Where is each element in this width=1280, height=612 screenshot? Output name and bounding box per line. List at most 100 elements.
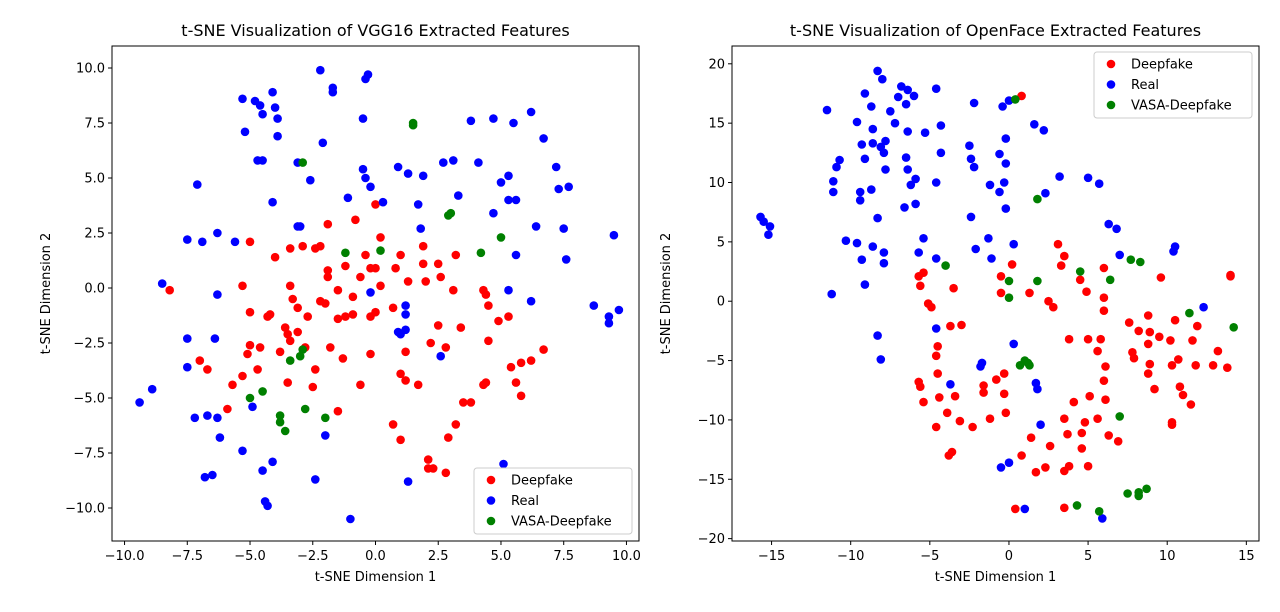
legend: Deepfake Real VASA-Deepfake <box>1093 51 1253 119</box>
points <box>756 66 1238 523</box>
data-point <box>240 127 250 137</box>
data-point <box>931 254 941 263</box>
data-point <box>919 268 928 278</box>
data-point <box>356 272 365 282</box>
data-point <box>223 404 232 414</box>
legend-box <box>1093 51 1253 119</box>
data-point <box>996 272 1006 281</box>
data-point <box>1077 428 1087 438</box>
data-point <box>1126 255 1136 264</box>
data-point <box>418 241 428 251</box>
data-point <box>873 66 882 76</box>
data-point <box>1083 173 1093 183</box>
data-point <box>208 470 217 480</box>
y-tick-label: −15 <box>698 473 725 488</box>
data-point <box>1026 433 1036 443</box>
data-point <box>1101 362 1110 371</box>
data-point <box>238 281 247 291</box>
data-point <box>418 259 428 269</box>
legend-label: Deepfake <box>1131 58 1193 73</box>
data-point <box>1123 489 1132 498</box>
data-point <box>494 316 503 326</box>
data-point <box>165 285 174 295</box>
data-point <box>1223 363 1232 373</box>
x-tick-label: 15 <box>1238 549 1255 564</box>
data-point <box>1063 429 1072 439</box>
data-point <box>263 501 272 511</box>
data-point <box>403 477 413 486</box>
data-point <box>879 248 889 257</box>
series-vasa-deepfake <box>941 95 1238 516</box>
data-point <box>376 281 385 291</box>
data-point <box>295 351 305 361</box>
data-point <box>499 459 508 469</box>
data-point <box>893 92 903 102</box>
data-point <box>1011 504 1020 514</box>
data-point <box>911 199 920 209</box>
data-point <box>213 228 222 238</box>
data-point <box>403 169 413 178</box>
data-point <box>388 420 398 429</box>
data-point <box>441 343 451 352</box>
data-point <box>999 178 1009 187</box>
data-point <box>1145 327 1155 337</box>
x-tick-label: 10 <box>1159 549 1176 564</box>
data-point <box>198 237 207 247</box>
data-point <box>1033 384 1042 394</box>
data-point <box>539 345 548 354</box>
data-point <box>506 362 516 372</box>
data-point <box>857 255 867 264</box>
data-point <box>1004 293 1014 303</box>
data-point <box>931 422 941 432</box>
data-point <box>852 117 862 127</box>
data-point <box>479 380 488 390</box>
x-tick-label: −15 <box>758 549 785 564</box>
data-point <box>321 413 330 423</box>
data-point <box>449 156 458 165</box>
data-point <box>351 215 360 225</box>
data-point <box>321 431 330 440</box>
data-point <box>157 279 167 288</box>
data-point <box>1186 400 1196 409</box>
data-point <box>1015 361 1025 370</box>
y-axis-label: t-SNE Dimension 2 <box>39 233 54 355</box>
data-point <box>881 136 890 146</box>
data-point <box>765 222 775 231</box>
data-point <box>366 349 375 359</box>
data-point <box>346 514 355 524</box>
data-point <box>1099 263 1109 273</box>
data-point <box>1004 276 1014 286</box>
data-point <box>1167 361 1177 370</box>
data-point <box>285 336 295 346</box>
data-point <box>363 70 373 79</box>
data-point <box>969 162 979 172</box>
data-point <box>1226 272 1235 281</box>
y-tick-label: 7.5 <box>84 117 105 132</box>
data-point <box>1166 336 1175 345</box>
subplot-1: −10.0 −7.5 −5.0 −2.5 0.0 2.5 5.0 7.5 10.0 −10.0 −7… <box>39 21 641 585</box>
data-point <box>881 165 890 174</box>
data-point <box>456 323 466 332</box>
data-point <box>1213 346 1223 356</box>
data-point <box>965 141 974 150</box>
data-point <box>258 156 267 165</box>
data-point <box>1185 308 1194 318</box>
data-point <box>860 154 870 164</box>
data-point <box>933 369 942 378</box>
data-point <box>1030 120 1039 129</box>
data-point <box>1011 95 1020 104</box>
data-point <box>366 182 375 192</box>
data-point <box>489 208 498 218</box>
data-point <box>401 301 410 310</box>
data-point <box>413 200 423 209</box>
data-point <box>1136 257 1145 267</box>
legend-marker <box>1106 100 1116 110</box>
data-point <box>1060 466 1069 476</box>
data-point <box>531 222 541 231</box>
data-point <box>439 158 448 167</box>
data-point <box>401 347 410 357</box>
data-point <box>1001 204 1011 213</box>
data-point <box>183 235 192 244</box>
data-point <box>263 312 272 321</box>
data-point <box>873 213 882 223</box>
